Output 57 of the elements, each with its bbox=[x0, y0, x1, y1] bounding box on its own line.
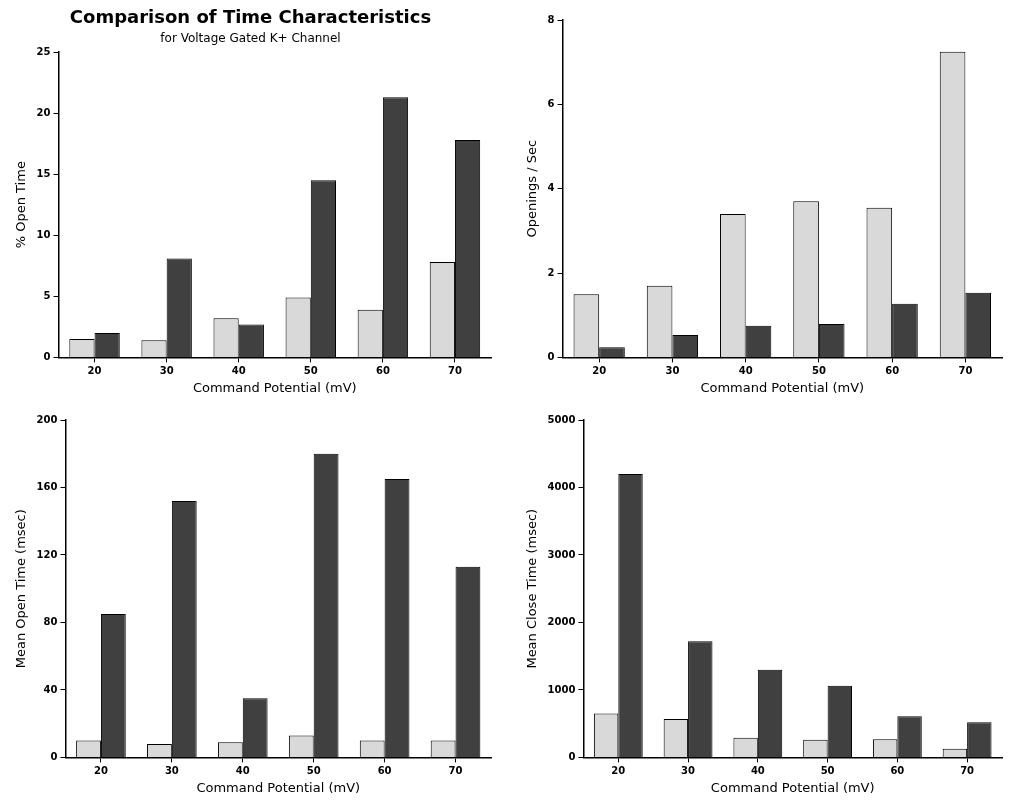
y-axis-title: % Open Time bbox=[13, 161, 29, 249]
x-tick-label: 40 bbox=[750, 764, 765, 776]
x-tick-label: 30 bbox=[665, 364, 680, 376]
y-tick-label: 0 bbox=[547, 350, 555, 362]
x-tick-label: 60 bbox=[890, 764, 905, 776]
x-tick-label: 50 bbox=[306, 764, 321, 776]
y-tick-label: 0 bbox=[568, 750, 576, 762]
x-tick-label: 20 bbox=[93, 764, 108, 776]
x-tick-label: 70 bbox=[448, 364, 462, 376]
x-tick-label: 50 bbox=[303, 364, 318, 376]
y-tick-label: 25 bbox=[36, 45, 51, 57]
y-tick-label: 120 bbox=[36, 548, 58, 560]
y-tick-label: 5000 bbox=[547, 413, 576, 425]
y-tick-label: 20 bbox=[36, 106, 51, 118]
y-tick-label: 200 bbox=[36, 413, 58, 425]
y-tick-label: 1000 bbox=[547, 683, 576, 695]
x-tick-label: 70 bbox=[958, 364, 973, 376]
chart-title: Comparison of Time Characteristics bbox=[69, 6, 432, 28]
x-tick-label: 50 bbox=[811, 364, 826, 376]
y-tick-label: 0 bbox=[50, 750, 58, 762]
x-axis-title: Command Potential (mV) bbox=[700, 379, 865, 395]
x-tick-label: 40 bbox=[235, 764, 250, 776]
y-tick-label: 4 bbox=[547, 182, 555, 194]
x-axis-title: Command Potential (mV) bbox=[196, 779, 361, 795]
x-axis-title: Command Potential (mV) bbox=[192, 379, 357, 395]
y-tick-label: 3000 bbox=[547, 548, 576, 560]
y-axis-title: Mean Close Time (msec) bbox=[524, 508, 540, 669]
y-tick-label: 6 bbox=[547, 97, 555, 109]
y-tick-label: 8 bbox=[547, 13, 555, 25]
x-tick-label: 50 bbox=[820, 764, 835, 776]
x-tick-label: 20 bbox=[87, 364, 102, 376]
x-tick-label: 60 bbox=[377, 764, 392, 776]
y-tick-label: 0 bbox=[43, 350, 51, 362]
x-tick-label: 40 bbox=[231, 364, 246, 376]
x-axis-title: Command Potential (mV) bbox=[710, 779, 875, 795]
y-tick-label: 160 bbox=[36, 481, 58, 493]
y-tick-label: 40 bbox=[43, 683, 58, 695]
y-axis-title: Mean Open Time (msec) bbox=[13, 509, 29, 669]
y-tick-label: 2 bbox=[547, 266, 555, 278]
x-tick-label: 70 bbox=[960, 764, 975, 776]
x-tick-label: 30 bbox=[681, 764, 696, 776]
chart-subtitle: for Voltage Gated K+ Channel bbox=[160, 30, 341, 45]
x-tick-label: 20 bbox=[592, 364, 607, 376]
x-tick-label: 70 bbox=[448, 764, 463, 776]
x-tick-label: 60 bbox=[885, 364, 900, 376]
y-axis-title: Openings / Sec bbox=[524, 139, 540, 238]
x-tick-label: 30 bbox=[164, 764, 179, 776]
x-tick-label: 60 bbox=[375, 364, 390, 376]
y-tick-label: 10 bbox=[36, 228, 51, 240]
y-tick-label: 15 bbox=[36, 167, 51, 179]
y-tick-label: 4000 bbox=[547, 481, 576, 493]
y-tick-label: 5 bbox=[43, 289, 51, 301]
y-tick-label: 80 bbox=[43, 616, 58, 628]
x-tick-label: 40 bbox=[738, 364, 753, 376]
x-tick-label: 20 bbox=[611, 764, 626, 776]
y-tick-label: 2000 bbox=[547, 616, 576, 628]
x-tick-label: 30 bbox=[159, 364, 174, 376]
